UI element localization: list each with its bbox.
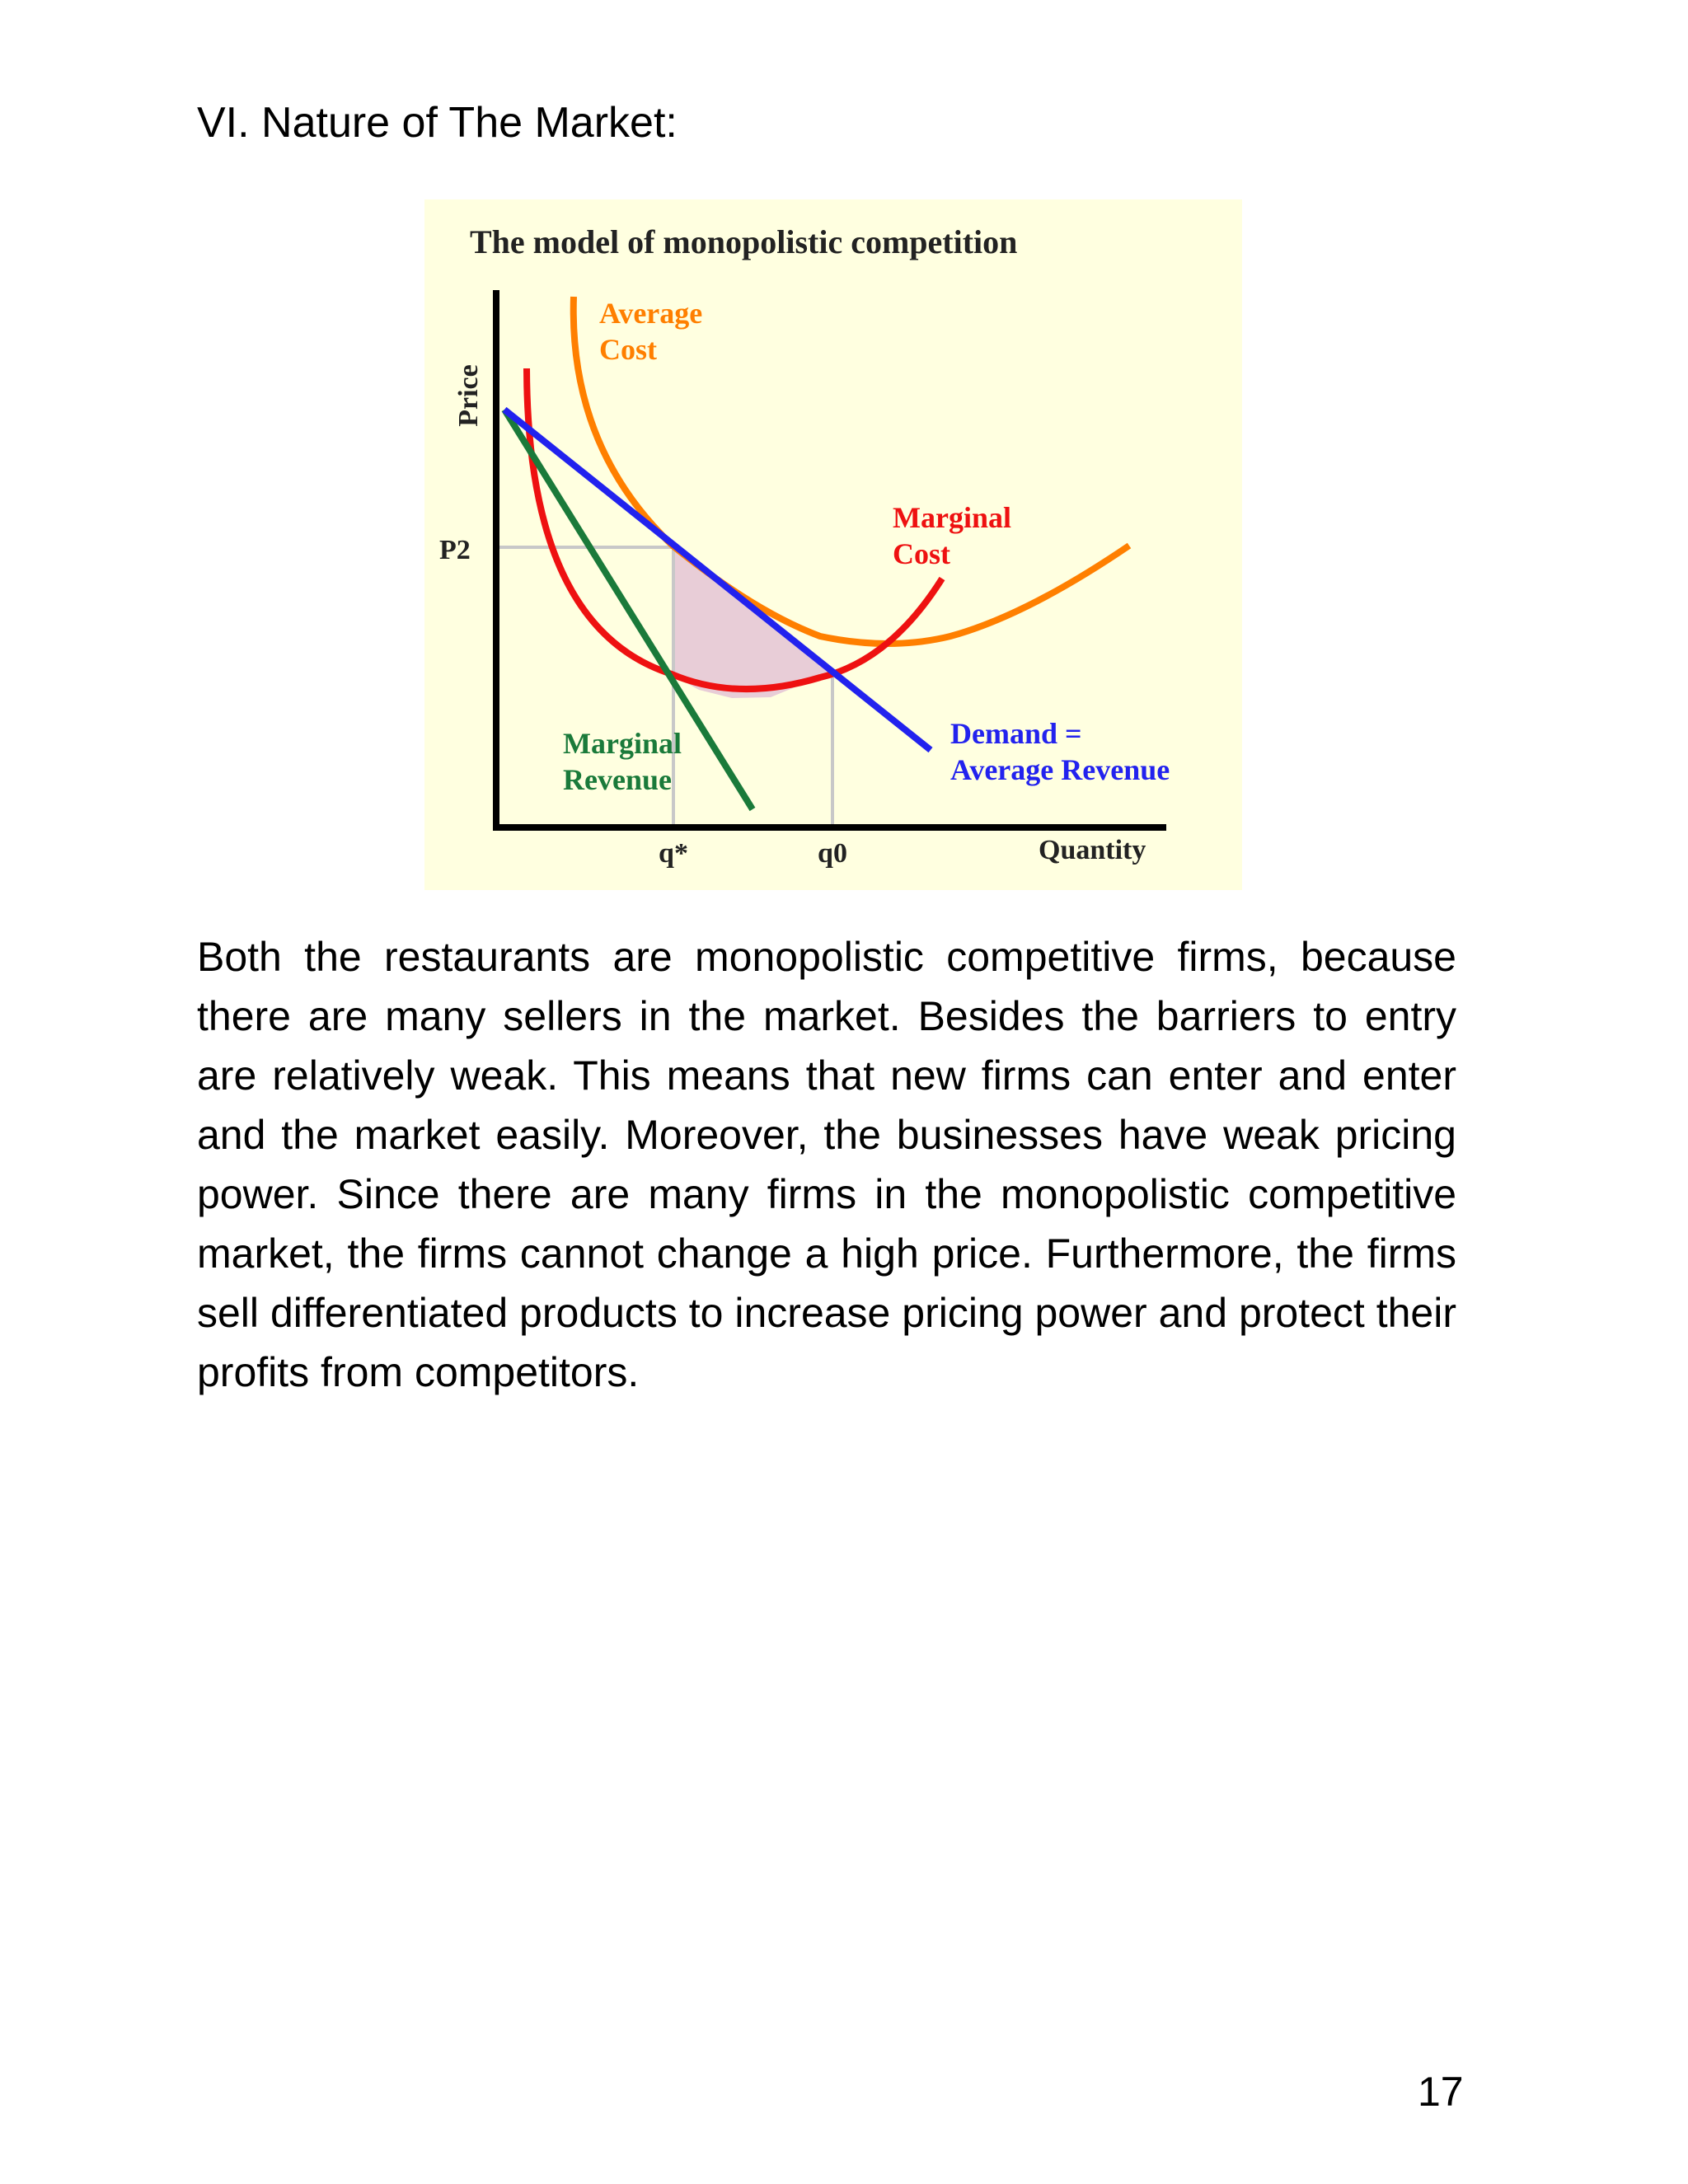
y-axis-label: Price <box>453 364 484 427</box>
body-paragraph: Both the restaurants are monopolistic co… <box>197 934 1456 1395</box>
average-cost-label: Average Cost <box>599 297 710 366</box>
average-cost-label-line-2: Cost <box>599 333 657 366</box>
average-cost-curve <box>570 296 1132 647</box>
marginal-cost-label-line-1: Marginal <box>893 501 1011 534</box>
demand-line <box>502 406 933 753</box>
marginal-cost-curve <box>523 368 945 692</box>
marginal-revenue-label-line-1: Marginal <box>563 727 682 760</box>
marginal-revenue-line <box>501 407 756 812</box>
marginal-revenue-label-line-2: Revenue <box>563 763 672 796</box>
monopolistic-competition-diagram: The model of monopolistic competition Pr… <box>424 199 1242 890</box>
diagram-title: The model of monopolistic competition <box>470 223 1017 260</box>
section-heading: VI. Nature of The Market: <box>197 99 678 147</box>
demand-label: Demand = Average Revenue <box>950 717 1170 786</box>
q-star-tick-label: q* <box>659 838 688 869</box>
marginal-cost-label: Marginal Cost <box>893 501 1019 570</box>
shaded-region <box>673 547 832 698</box>
average-cost-label-line-1: Average <box>599 297 702 330</box>
price-p2-label: P2 <box>439 535 471 565</box>
demand-label-line-2: Average Revenue <box>950 753 1170 786</box>
q0-tick-label: q0 <box>818 838 847 869</box>
x-axis-label: Quantity <box>1039 835 1146 865</box>
marginal-cost-label-line-2: Cost <box>893 537 950 570</box>
page-number: 17 <box>1418 2069 1464 2115</box>
demand-label-line-1: Demand = <box>950 717 1082 750</box>
marginal-revenue-label: Marginal Revenue <box>563 727 689 796</box>
